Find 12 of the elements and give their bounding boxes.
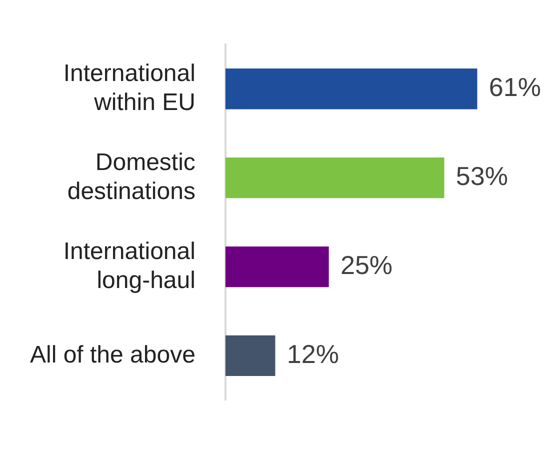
y-tick-label: International within EU [63, 60, 196, 116]
y-tick-label: Domestic destinations [67, 149, 196, 205]
bar [225, 68, 478, 110]
bar [225, 335, 276, 376]
data-label: 12% [286, 338, 339, 369]
bar [225, 246, 329, 288]
bar [225, 157, 444, 198]
data-label: 53% [456, 160, 508, 191]
y-tick-label: All of the above [30, 341, 196, 368]
data-label: 61% [488, 72, 541, 102]
y-tick-label: International long-haul [63, 238, 196, 294]
data-label: 25% [340, 250, 393, 280]
